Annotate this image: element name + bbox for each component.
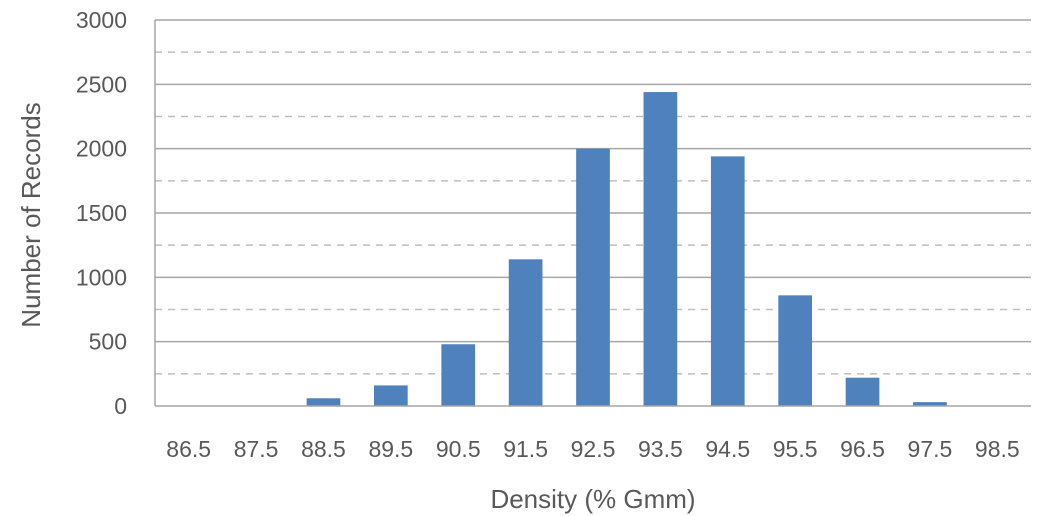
bar: [710, 156, 745, 406]
x-tick-label: 97.5: [908, 436, 953, 462]
x-tick-labels: 86.5 87.5 88.5 89.5 90.5 91.5 92.5 93.5 94.5 95.5…: [166, 436, 1019, 462]
y-axis-title: Number of Records: [16, 102, 46, 327]
x-tick-label: 96.5: [840, 436, 885, 462]
x-tick-label: 90.5: [436, 436, 481, 462]
bars: [306, 92, 947, 406]
axes: [154, 20, 1031, 407]
bar: [306, 398, 341, 406]
bar: [913, 402, 947, 406]
x-tick-label: 95.5: [773, 436, 818, 462]
bar: [576, 148, 610, 406]
y-tick-label: 3000: [76, 7, 127, 33]
y-tick-labels: 0 500 1000 1500 2000 2500 3000: [76, 7, 127, 419]
bar: [441, 344, 476, 406]
x-tick-label: 91.5: [503, 436, 548, 462]
bar: [508, 259, 543, 406]
bar: [374, 385, 408, 406]
x-tick-label: 86.5: [166, 436, 211, 462]
x-tick-label: 93.5: [638, 436, 683, 462]
x-tick-label: 92.5: [571, 436, 616, 462]
y-tick-label: 2000: [76, 136, 127, 162]
y-tick-label: 500: [89, 329, 127, 355]
y-tick-label: 1000: [76, 264, 127, 290]
x-tick-label: 94.5: [705, 436, 750, 462]
bar: [643, 92, 678, 406]
x-tick-label: 89.5: [368, 436, 413, 462]
x-axis-title: Density (% Gmm): [490, 484, 695, 514]
y-tick-label: 2500: [76, 71, 127, 97]
y-tick-label: 0: [114, 393, 127, 419]
bar: [845, 377, 880, 406]
y-tick-label: 1500: [76, 200, 127, 226]
x-tick-label: 87.5: [234, 436, 279, 462]
bar: [778, 295, 812, 406]
x-tick-label: 98.5: [975, 436, 1020, 462]
x-tick-label: 88.5: [301, 436, 346, 462]
